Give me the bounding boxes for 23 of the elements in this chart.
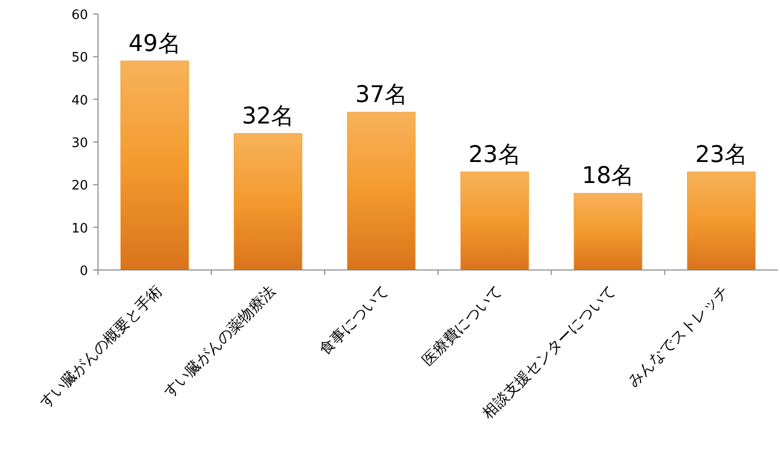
bar (687, 172, 756, 270)
data-label: 23名 (695, 142, 748, 168)
y-tick-label: 20 (71, 178, 88, 194)
bar (574, 192, 642, 270)
bar (234, 133, 302, 270)
y-tick-label: 60 (71, 8, 88, 23)
bar (347, 112, 416, 270)
bar (120, 60, 189, 270)
y-tick-label: 0 (80, 264, 88, 279)
data-label: 49名 (128, 30, 181, 57)
y-tick-label: 10 (71, 221, 88, 236)
data-label: 18名 (582, 163, 634, 190)
y-tick-label: 40 (71, 93, 88, 108)
bar (460, 172, 529, 270)
x-tick-label: 食事について (316, 282, 392, 358)
data-label: 32名 (242, 103, 294, 130)
x-tick-label: すい臓がんの概要と手術 (36, 282, 166, 412)
x-tick-label: 医療費について (418, 282, 506, 370)
data-label: 23名 (468, 142, 521, 168)
data-label: 37名 (355, 82, 408, 108)
y-tick-label: 50 (71, 50, 88, 66)
x-tick-label: みんなでストレッチ (624, 282, 732, 390)
y-tick-label: 30 (71, 136, 88, 151)
